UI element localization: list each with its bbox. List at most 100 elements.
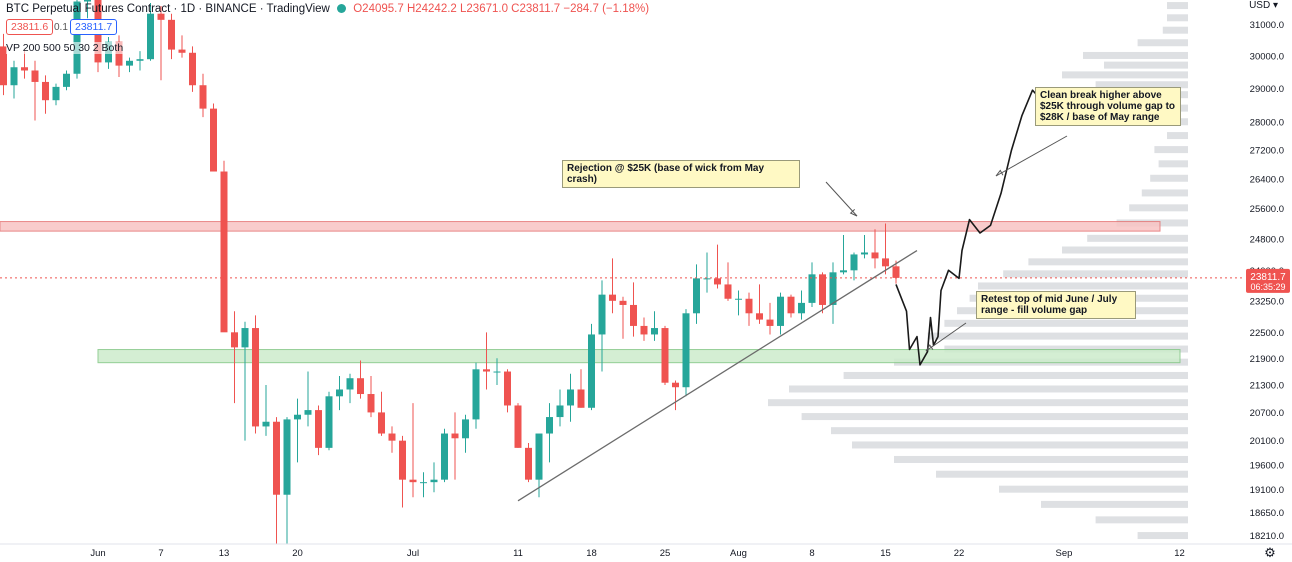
rejection-arrow	[825, 181, 858, 217]
volume-profile-bar	[1087, 234, 1188, 242]
candle-body	[724, 284, 732, 299]
volume-profile-bar	[768, 399, 1188, 407]
volume-profile-bar	[1162, 26, 1188, 34]
time-tick-label: 18	[586, 548, 597, 559]
price-tick-label: 29000.0	[1250, 84, 1284, 95]
time-tick-label: Jul	[407, 548, 419, 559]
candles	[0, 0, 900, 562]
candle-body	[504, 371, 511, 406]
retest-arrow	[925, 322, 967, 352]
volume-profile-bar	[1062, 246, 1188, 254]
candle-body	[588, 334, 595, 408]
volume-profile-bar	[894, 455, 1188, 463]
candle-body	[84, 0, 91, 2]
candle-body	[493, 371, 501, 373]
candle-body	[714, 278, 721, 285]
candle-body	[357, 378, 364, 395]
volume-profile-bar	[852, 441, 1188, 449]
price-tick-label: 31000.0	[1250, 20, 1284, 31]
candle-body	[157, 13, 165, 20]
price-tick-label: 21300.0	[1250, 380, 1284, 391]
gear-icon[interactable]: ⚙	[1264, 546, 1276, 561]
price-axis[interactable]: 31000.0 30000.0 29000.0 28000.0 27200.0 26400…	[1244, 0, 1292, 562]
buy-price-button[interactable]: 23811.7	[70, 19, 118, 35]
clean-break-note[interactable]: Clean break higher above $25K through vo…	[1035, 87, 1181, 126]
symbol-title[interactable]: BTC Perpetual Futures Contract · 1D · BI…	[6, 3, 330, 15]
currency-label: USD	[1249, 0, 1271, 11]
candle-body	[598, 294, 606, 335]
candle-body	[535, 433, 543, 480]
candle-body	[514, 405, 522, 448]
sell-price-button[interactable]: 23811.6	[6, 19, 54, 35]
time-tick-label: Aug	[730, 548, 747, 559]
candle-body	[409, 479, 417, 483]
candle-body	[136, 59, 144, 61]
candle-body	[840, 270, 847, 273]
price-tick-label: 19100.0	[1250, 485, 1284, 496]
candle-body	[672, 382, 679, 388]
candle-body	[472, 369, 480, 420]
candle-body	[892, 266, 900, 278]
volume-profile-bar	[789, 385, 1188, 393]
time-tick-label: 8	[809, 548, 814, 559]
last-price-value: 23811.7	[1250, 272, 1286, 283]
currency-selector[interactable]: USD ▾	[1249, 0, 1278, 11]
price-tick-label: 18210.0	[1250, 531, 1284, 542]
candle-body	[861, 252, 868, 255]
volume-profile-bar	[1003, 270, 1188, 278]
time-tick-label: 15	[880, 548, 891, 559]
time-tick-label: 25	[660, 548, 671, 559]
candle-body	[378, 412, 385, 434]
retest-note[interactable]: Retest top of mid June / July range - fi…	[976, 291, 1136, 319]
drawings	[0, 89, 1244, 502]
candle-body	[567, 389, 574, 406]
price-tick-label: 20700.0	[1250, 408, 1284, 419]
price-tick-label: 19600.0	[1250, 460, 1284, 471]
volume-profile-bar	[936, 470, 1188, 478]
volume-profile-bar	[1095, 81, 1188, 89]
volume-profile-bar	[1137, 39, 1188, 47]
candle-body	[126, 60, 133, 66]
candle-body	[546, 417, 553, 434]
candle-body	[168, 19, 175, 50]
volume-profile-bar	[1158, 160, 1188, 168]
price-tick-label: 21900.0	[1250, 354, 1284, 365]
time-tick-label: 22	[954, 548, 965, 559]
volume-profile-bar	[1167, 14, 1188, 22]
rejection-note[interactable]: Rejection @ $25K (base of wick from May …	[562, 160, 800, 188]
candle-body	[73, 1, 81, 74]
candle-body	[210, 108, 217, 172]
candle-body	[735, 298, 742, 300]
candle-body	[745, 298, 753, 314]
volume-profile-bar	[1137, 532, 1188, 540]
retest-line-2: range - fill volume gap	[981, 305, 1088, 316]
candle-body	[199, 85, 207, 109]
candle-body	[787, 296, 795, 314]
volume-profile-bar	[1141, 189, 1188, 197]
candle-body	[21, 67, 28, 71]
price-tick-label: 18650.0	[1250, 508, 1284, 519]
candle-body	[829, 272, 837, 305]
candle-body	[420, 482, 427, 484]
candle-body	[241, 328, 249, 348]
time-tick-label: 7	[158, 548, 163, 559]
price-tick-label: 28000.0	[1250, 118, 1284, 129]
candle-body	[703, 278, 711, 280]
time-axis[interactable]: Jun 7 13 20 Jul 11 18 25 Aug 8 15 22 Sep 12 ⚙	[0, 543, 1292, 562]
resistance-zone	[0, 221, 1161, 232]
time-tick-label: 20	[292, 548, 303, 559]
chart-header: BTC Perpetual Futures Contract · 1D · BI…	[6, 3, 649, 15]
candle-body	[325, 396, 333, 448]
candle-body	[556, 405, 564, 418]
candle-body	[178, 49, 186, 53]
volume-profile-bar	[831, 427, 1188, 435]
indicator-label[interactable]: VP 200 500 50 30 2 Both	[6, 42, 124, 54]
bar-countdown: 06:35:29	[1250, 282, 1285, 292]
price-tick-label: 20100.0	[1250, 436, 1284, 447]
price-tick-label: 24800.0	[1250, 234, 1284, 245]
candle-body	[220, 171, 228, 333]
volume-profile-bar	[1062, 71, 1188, 79]
time-tick-label: 13	[219, 548, 230, 559]
volume-profile-bar	[801, 413, 1188, 421]
